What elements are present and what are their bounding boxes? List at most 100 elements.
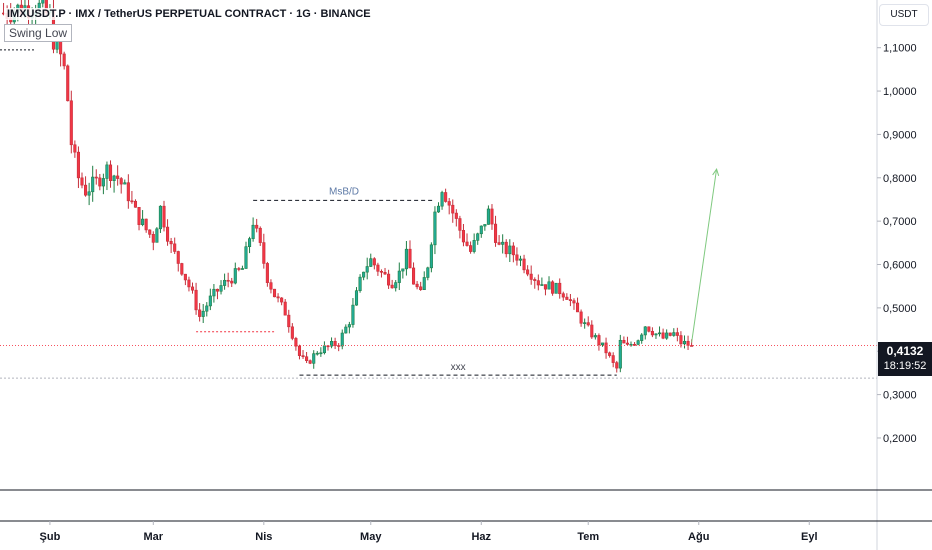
candle-body — [276, 296, 280, 299]
candle-body — [411, 267, 416, 285]
candle-body — [223, 279, 227, 286]
candle-body — [522, 258, 526, 271]
candle-body — [308, 360, 312, 364]
candle-body — [390, 284, 394, 289]
candle-body — [319, 352, 323, 355]
candle-body — [283, 301, 287, 316]
candle-body — [272, 288, 277, 298]
candle-body — [351, 304, 355, 325]
candle-body — [682, 340, 687, 345]
x-tick-label: Nis — [255, 531, 272, 543]
x-tick-label: May — [360, 531, 382, 543]
candle-body — [540, 284, 544, 286]
candle-body — [504, 241, 508, 255]
currency-button[interactable]: USDT — [879, 4, 929, 26]
candle-body — [66, 65, 70, 102]
candle-body — [280, 297, 284, 303]
candle-body — [543, 284, 547, 290]
swing-low-label: Swing Low — [4, 24, 73, 42]
candle-body — [144, 218, 148, 231]
y-tick-label: 0,8000 — [883, 173, 917, 185]
candle-body — [633, 343, 637, 346]
y-tick-label: 0,2000 — [883, 433, 917, 445]
candle-body — [194, 289, 198, 311]
candle-body — [226, 279, 230, 282]
candle-body — [640, 334, 644, 341]
candle-body — [258, 227, 262, 243]
candle-body — [597, 335, 601, 346]
candle-body — [433, 211, 437, 246]
candle-body — [647, 326, 651, 332]
candle-body — [529, 273, 533, 280]
candle-body — [87, 191, 91, 196]
candle-body — [511, 245, 515, 256]
candle-body — [387, 273, 391, 286]
candle-body — [73, 144, 77, 153]
candle-body — [201, 310, 205, 317]
candle-body — [312, 353, 316, 364]
candle-body — [608, 352, 612, 356]
candle-body — [657, 332, 662, 335]
candle-body — [675, 332, 679, 336]
candle-body — [401, 268, 405, 272]
candle-body — [600, 342, 605, 346]
candle-body — [237, 268, 241, 270]
candle-body — [69, 100, 73, 146]
candle-body — [219, 285, 223, 292]
candle-body — [183, 273, 187, 281]
candle-body — [583, 322, 587, 324]
candle-body — [269, 282, 273, 290]
candle-body — [123, 182, 127, 185]
candle-body — [212, 288, 216, 297]
candle-body — [618, 339, 622, 369]
candle-body — [119, 178, 123, 185]
candle-body — [240, 268, 244, 270]
candle-body — [611, 355, 615, 363]
candle-body — [572, 300, 576, 304]
candle-body — [297, 345, 302, 356]
candle-body — [173, 243, 177, 252]
candle-body — [344, 326, 348, 334]
x-tick-label: Tem — [577, 531, 599, 543]
candle-body — [536, 280, 540, 286]
candle-body — [180, 263, 184, 275]
candle-body — [358, 276, 362, 291]
candle-body — [461, 230, 466, 243]
candle-body — [265, 263, 269, 283]
candle-body — [94, 176, 98, 179]
candle-body — [665, 332, 669, 339]
msb-label: MsB/D — [329, 186, 359, 197]
candle-body — [469, 245, 473, 252]
candle-body — [408, 248, 412, 269]
candle-body — [130, 200, 134, 203]
y-tick-label: 0,9000 — [883, 129, 917, 141]
x-tick-label: Ağu — [688, 531, 709, 543]
candle-body — [615, 362, 619, 369]
candle-body — [205, 305, 209, 312]
candle-body — [643, 326, 647, 336]
candle-body — [451, 204, 455, 214]
candle-body — [287, 314, 291, 328]
candle-body — [41, 0, 45, 4]
x-tick-label: Mar — [144, 531, 164, 543]
candle-body — [625, 342, 629, 345]
candle-body — [422, 277, 426, 291]
candle-body — [568, 299, 572, 301]
candle-body — [650, 330, 654, 336]
candle-body — [476, 233, 480, 241]
candle-body — [112, 175, 116, 181]
candle-body — [262, 242, 266, 264]
candle-body — [661, 332, 665, 339]
candle-body — [294, 338, 298, 347]
candle-body — [426, 267, 430, 278]
candle-body — [176, 251, 180, 264]
candle-body — [429, 244, 433, 269]
candle-body — [679, 335, 683, 345]
projection-arrow-line — [691, 169, 718, 343]
candle-body — [593, 335, 597, 338]
candle-body — [365, 266, 369, 273]
candle-body — [479, 225, 483, 235]
bar-countdown: 18:19:52 — [883, 360, 927, 372]
